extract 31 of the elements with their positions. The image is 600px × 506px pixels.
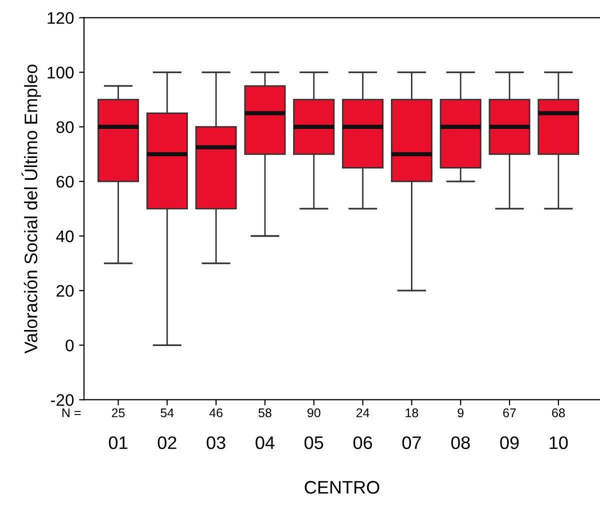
text: 58 (258, 408, 272, 418)
text: 9 (458, 408, 464, 418)
text: 18 (406, 408, 418, 418)
y-tick-label: 80 (56, 121, 74, 134)
text: 24 (356, 408, 370, 418)
text: 90 (308, 408, 320, 418)
x-tick-label: 02 (158, 436, 176, 450)
text: 54 (160, 408, 174, 418)
y-tick-label: 40 (56, 230, 74, 242)
y-tick-label: 0 (66, 340, 74, 352)
text: 46 (209, 408, 222, 418)
x-tick-label: 03 (206, 436, 226, 450)
x-axis-title: CENTRO (304, 480, 380, 494)
x-tick-label: 09 (500, 436, 519, 450)
text: N = (62, 408, 81, 418)
x-tick-label: 08 (451, 436, 470, 450)
text: 68 (552, 408, 565, 418)
x-tick-label: 07 (402, 436, 421, 450)
text: 67 (503, 408, 516, 418)
y-axis-title: Valoración Social del Último Empleo (22, 64, 41, 354)
x-tick-label: 10 (550, 436, 568, 450)
y-tick-label: 120 (48, 12, 74, 24)
y-tick-label: 60 (56, 176, 74, 188)
text: 25 (112, 408, 125, 418)
x-tick-label: 06 (353, 436, 372, 450)
x-tick-label: 04 (256, 436, 274, 450)
y-tick-label: -20 (50, 394, 74, 406)
x-tick-label: 05 (304, 436, 324, 450)
y-tick-label: 100 (48, 66, 74, 78)
x-tick-label: 01 (108, 436, 128, 450)
y-tick-label: 20 (56, 284, 74, 297)
